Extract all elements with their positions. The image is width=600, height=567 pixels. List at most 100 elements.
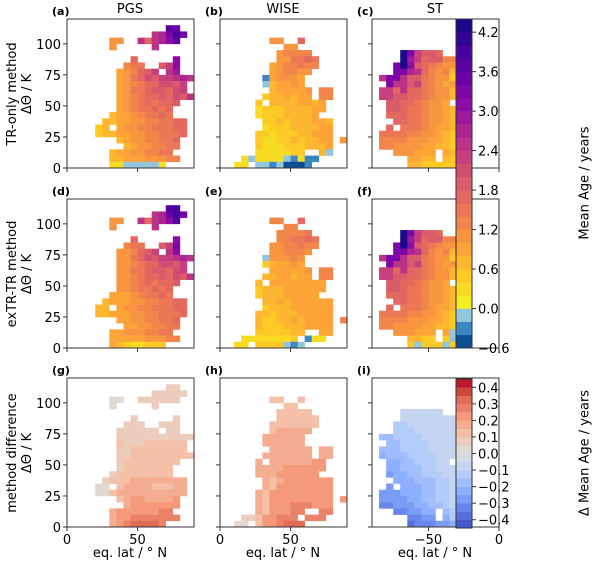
heatmap-cell: [400, 452, 408, 460]
colorbar-segment: [456, 203, 472, 217]
heatmap-cell: [137, 136, 145, 144]
y-tick-label: 100: [36, 397, 61, 412]
heatmap-cell: [428, 421, 436, 428]
heatmap-cell: [386, 136, 394, 144]
heatmap-cell: [290, 495, 298, 503]
heatmap-cell: [123, 248, 131, 256]
heatmap-panel-d: [63, 198, 195, 352]
heatmap-cell: [421, 93, 429, 101]
heatmap-cell: [414, 335, 422, 343]
heatmap-cell: [158, 421, 167, 428]
y-tick-label: 50: [44, 280, 61, 295]
heatmap-cell: [262, 508, 270, 515]
heatmap-cell: [283, 508, 291, 515]
heatmap-cell: [186, 254, 195, 262]
heatmap-cell: [393, 464, 401, 472]
heatmap-cell: [297, 508, 305, 515]
heatmap-panel-c: [368, 18, 500, 172]
heatmap-cell: [151, 323, 160, 330]
heatmap-cell: [421, 248, 429, 256]
heatmap-cell: [318, 149, 327, 156]
heatmap-cell: [297, 285, 305, 293]
heatmap-cell: [269, 242, 277, 249]
heatmap-cell: [144, 335, 152, 343]
heatmap-cell: [442, 323, 450, 330]
colorbar-segment: [456, 150, 472, 165]
heatmap-cell: [269, 341, 277, 349]
heatmap-cell: [165, 25, 174, 32]
heatmap-cell: [318, 458, 327, 466]
heatmap-cell: [116, 495, 124, 503]
heatmap-cell: [311, 495, 320, 503]
heatmap-cell: [137, 285, 145, 293]
heatmap-cell: [386, 273, 394, 281]
heatmap-cell: [116, 440, 124, 447]
heatmap-cell: [137, 81, 145, 88]
heatmap-cell: [407, 316, 415, 324]
heatmap-cell: [172, 415, 181, 422]
heatmap-cell: [165, 149, 174, 156]
heatmap-cell: [449, 81, 457, 88]
heatmap-cell: [158, 292, 167, 299]
heatmap-cell: [123, 112, 131, 119]
heatmap-cell: [144, 464, 152, 472]
heatmap-cell: [144, 471, 152, 478]
heatmap-cell: [311, 458, 320, 466]
heatmap-cell: [255, 161, 263, 169]
heatmap-cell: [172, 118, 181, 125]
heatmap-cell: [407, 483, 415, 491]
heatmap-cell: [172, 489, 181, 497]
heatmap-cell: [407, 508, 415, 515]
heatmap-cell: [130, 124, 138, 132]
heatmap-cell: [311, 514, 320, 522]
heatmap-cell: [144, 254, 152, 262]
heatmap-cell: [304, 285, 313, 293]
heatmap-cell: [158, 508, 167, 515]
heatmap-cell: [276, 267, 284, 274]
heatmap-cell: [304, 514, 313, 522]
colorbar-segment: [456, 58, 472, 72]
heatmap-cell: [414, 514, 422, 522]
heatmap-cell: [283, 489, 291, 497]
heatmap-cell: [435, 87, 443, 94]
heatmap-cell: [137, 161, 145, 169]
heatmap-cell: [130, 87, 138, 94]
heatmap-cell: [400, 105, 408, 113]
heatmap-cell: [304, 502, 313, 509]
heatmap-cell: [283, 261, 291, 268]
heatmap-cell: [325, 93, 334, 101]
heatmap-cell: [297, 105, 305, 113]
heatmap-cell: [276, 261, 284, 268]
heatmap-cell: [158, 304, 167, 312]
heatmap-cell: [102, 130, 110, 138]
heatmap-cell: [151, 279, 160, 287]
heatmap-cell: [172, 458, 181, 466]
heatmap-cell: [304, 452, 313, 460]
colorbar-segment: [456, 470, 472, 479]
heatmap-cell: [144, 292, 152, 299]
heatmap-cell: [407, 502, 415, 509]
heatmap-cell: [449, 87, 457, 94]
heatmap-cell: [123, 99, 131, 107]
heatmap-cell: [435, 230, 443, 237]
heatmap-cell: [165, 93, 174, 101]
heatmap-cell: [318, 508, 327, 515]
heatmap-cell: [151, 155, 160, 163]
heatmap-cell: [283, 298, 291, 305]
heatmap-cell: [269, 483, 277, 491]
heatmap-cell: [407, 81, 415, 88]
heatmap-cell: [290, 124, 298, 132]
heatmap-cell: [130, 242, 138, 249]
heatmap-cell: [442, 143, 450, 150]
heatmap-cell: [269, 81, 277, 88]
heatmap-cell: [311, 285, 320, 293]
heatmap-cell: [393, 292, 401, 299]
heatmap-cell: [428, 112, 436, 119]
colorbar-segment: [456, 412, 472, 421]
heatmap-cell: [283, 74, 291, 82]
heatmap-cell: [386, 130, 394, 138]
heatmap-cell: [151, 292, 160, 299]
heatmap-cell: [304, 136, 313, 144]
colorbar-tick-label: −0.6: [478, 342, 510, 357]
